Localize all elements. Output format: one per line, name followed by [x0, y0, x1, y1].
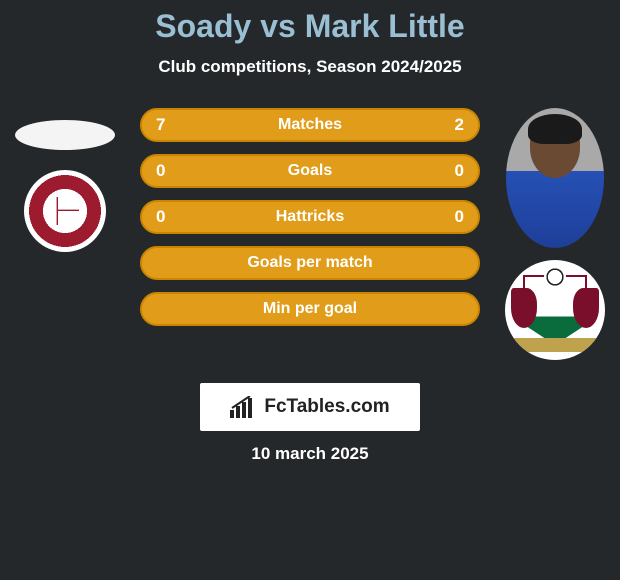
banner-icon [510, 338, 600, 352]
stat-bar-min-per-goal: Min per goal [140, 292, 480, 326]
stat-bar-goals: 0 Goals 0 [140, 154, 480, 188]
stat-right-value: 0 [455, 161, 464, 181]
stat-label: Goals [288, 162, 332, 180]
page-title: Soady vs Mark Little [0, 0, 620, 45]
chart-icon [230, 396, 258, 418]
stat-left-value: 7 [156, 115, 165, 135]
fctables-logo: FcTables.com [200, 383, 420, 431]
stat-bars: 7 Matches 2 0 Goals 0 0 Hattricks 0 Goal… [140, 108, 480, 338]
date-text: 10 march 2025 [0, 444, 620, 464]
left-column [10, 108, 120, 252]
club-left-badge [24, 170, 106, 252]
dragon-right-icon [573, 288, 599, 328]
logo-text: FcTables.com [264, 396, 389, 418]
club-right-badge [505, 260, 605, 360]
right-column [500, 108, 610, 360]
stat-label: Hattricks [276, 208, 344, 226]
stat-label: Goals per match [247, 254, 372, 272]
stat-left-value: 0 [156, 161, 165, 181]
stat-label: Min per goal [263, 300, 357, 318]
dragon-left-icon [511, 288, 537, 328]
ball-icon [544, 266, 566, 288]
stat-label: Matches [278, 116, 342, 134]
stat-right-value: 0 [455, 207, 464, 227]
stat-bar-hattricks: 0 Hattricks 0 [140, 200, 480, 234]
subtitle: Club competitions, Season 2024/2025 [0, 57, 620, 77]
player-right-avatar [506, 108, 604, 248]
stat-left-value: 0 [156, 207, 165, 227]
stat-right-value: 2 [455, 115, 464, 135]
stat-bar-goals-per-match: Goals per match [140, 246, 480, 280]
stat-bar-matches: 7 Matches 2 [140, 108, 480, 142]
player-left-avatar [15, 120, 115, 150]
comparison-card: Soady vs Mark Little Club competitions, … [0, 0, 620, 580]
